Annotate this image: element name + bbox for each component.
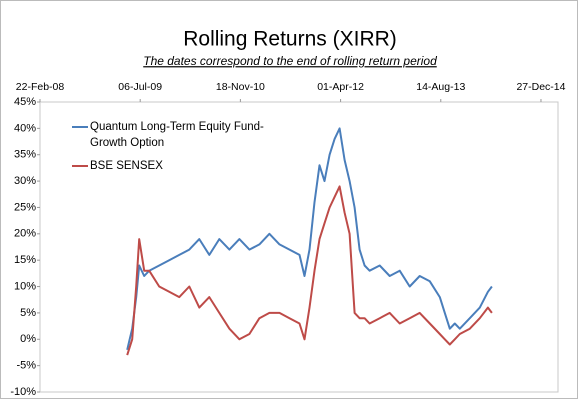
y-tick-label: -5%: [16, 360, 36, 372]
y-tick-label: 0%: [20, 333, 36, 345]
x-tick-label: 01-Apr-12: [317, 81, 364, 93]
plot-area: [39, 101, 559, 393]
chart-subtitle: The dates correspond to the end of rolli…: [143, 54, 437, 68]
x-tick-label: 22-Feb-08: [16, 81, 65, 93]
y-tick-label: 15%: [14, 254, 36, 266]
legend-entry: Quantum Long-Term Equity Fund-Growth Opt…: [90, 121, 264, 149]
y-tick-label: 25%: [14, 201, 36, 213]
y-tick-label: 20%: [14, 228, 36, 240]
legend-label: Quantum Long-Term Equity Fund-Growth Opt…: [90, 121, 264, 149]
y-tick-label: 30%: [14, 175, 36, 187]
series-line: [126, 185, 493, 356]
y-tick-label: 40%: [14, 122, 36, 134]
legend-entry: BSE SENSEX: [90, 160, 163, 172]
legend-label: BSE SENSEX: [90, 160, 163, 172]
y-tick-label: 5%: [20, 307, 36, 319]
chart-title: Rolling Returns (XIRR): [183, 28, 397, 51]
series-line: [126, 127, 493, 351]
y-tick-label: -10%: [10, 386, 36, 398]
y-tick-label: 35%: [14, 149, 36, 161]
x-tick-label: 06-Jul-09: [118, 81, 162, 93]
x-tick-label: 14-Aug-13: [416, 81, 465, 93]
y-tick-label: 10%: [14, 280, 36, 292]
x-tick-label: 18-Nov-10: [216, 81, 265, 93]
x-tick-label: 27-Dec-14: [516, 81, 565, 93]
y-tick-label: 45%: [14, 96, 36, 108]
